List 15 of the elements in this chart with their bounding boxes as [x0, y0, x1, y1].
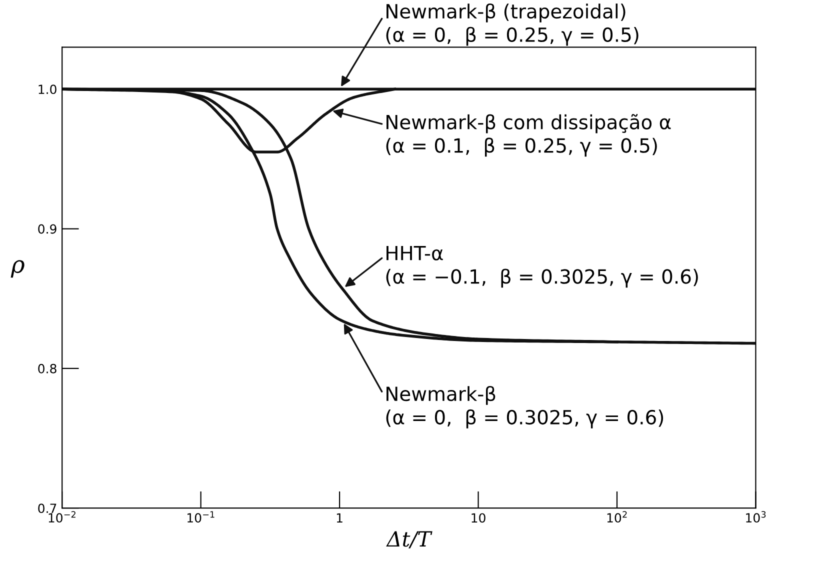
- y-tick-label: 0.8: [38, 364, 56, 374]
- x-tick-label: 10$^{3}$: [746, 511, 766, 523]
- y-tick-label: 0.7: [38, 504, 56, 514]
- x-tick-label: 10$^{2}$: [607, 511, 627, 523]
- annotation: HHT-α (α = −0.1, β = 0.3025, γ = 0.6): [386, 246, 698, 288]
- annotation: Newmark-β (α = 0, β = 0.3025, γ = 0.6): [386, 386, 664, 428]
- annotation: Newmark-β com dissipação α (α = 0.1, β = 0.25, γ = 0.5): [386, 114, 671, 157]
- x-tick-label: 1: [336, 513, 342, 522]
- x-tick-label: 10: [472, 513, 486, 523]
- annotation: Newmark-β (trapezoidal) (α = 0, β = 0.25, γ = 0.5): [386, 3, 638, 46]
- x-tick-label: 10$^{−1}$: [188, 511, 214, 523]
- y-axis-title: ρ: [10, 260, 24, 278]
- x-axis-title: Δt/T: [386, 531, 432, 548]
- y-tick-label: 0.9: [38, 224, 56, 234]
- y-tick-label: 1.0: [38, 84, 56, 94]
